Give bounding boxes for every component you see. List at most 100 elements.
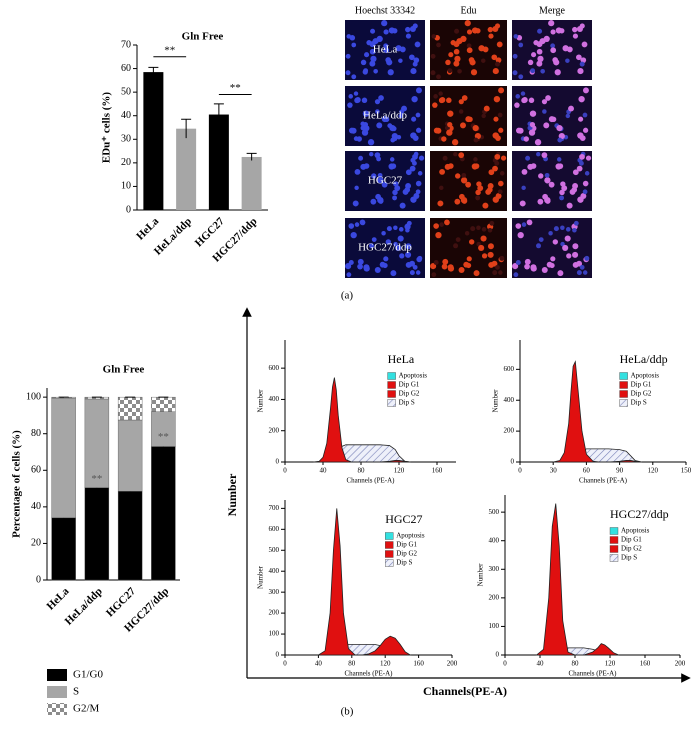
- cell: [412, 135, 419, 142]
- cell: [488, 169, 495, 176]
- y-tick-label: 20: [121, 157, 131, 168]
- cell: [370, 28, 376, 34]
- cell: [468, 239, 475, 245]
- legend-label: Apoptosis: [396, 532, 425, 540]
- cell: [499, 255, 505, 261]
- legend-label: G2/M: [73, 703, 100, 715]
- x-tick-label: 80: [348, 660, 356, 668]
- x-tick-label: 150: [681, 467, 692, 475]
- bar-segment: [117, 491, 143, 581]
- y-tick-label: 0: [511, 458, 515, 466]
- cell: [493, 95, 501, 103]
- cell: [459, 193, 465, 200]
- cell: [550, 29, 556, 35]
- cell: [498, 180, 504, 187]
- cell: [465, 181, 472, 188]
- legend-label: Dip S: [396, 559, 412, 567]
- cell: [572, 243, 579, 250]
- cell: [430, 70, 436, 76]
- y-tick-label: 500: [489, 508, 500, 516]
- cell: [541, 99, 548, 105]
- cell: [401, 105, 407, 112]
- bar-segment: [117, 396, 143, 421]
- cell: [442, 155, 448, 161]
- cell: [371, 173, 377, 179]
- y-tick-label: 0: [36, 574, 41, 585]
- y-tick-label: 50: [121, 86, 131, 97]
- x-tick-label: 200: [447, 660, 458, 668]
- cell: [370, 198, 377, 205]
- significance-label: **: [158, 431, 169, 443]
- cell: [482, 202, 489, 209]
- cell: [577, 68, 584, 75]
- cell: [498, 270, 503, 275]
- cell: [477, 185, 484, 192]
- y-tick-label: 300: [489, 565, 500, 573]
- cell: [391, 132, 398, 140]
- cell: [394, 185, 401, 192]
- error-bar: [148, 66, 159, 77]
- x-tick-label: 90: [616, 467, 624, 475]
- y-axis-label: Number: [257, 389, 265, 413]
- cell: [581, 41, 588, 48]
- cell: [557, 163, 564, 169]
- cell: [392, 195, 398, 201]
- cell: [354, 168, 361, 175]
- cell: [565, 58, 570, 63]
- chart-title: HGC27: [385, 512, 422, 526]
- cell: [399, 46, 406, 53]
- cell: [360, 59, 367, 66]
- cell: [363, 163, 370, 169]
- y-tick-label: 200: [269, 426, 280, 434]
- cell: [582, 180, 589, 187]
- cell: [458, 267, 465, 274]
- cell: [579, 264, 585, 270]
- cell: [548, 181, 555, 188]
- cell: [431, 34, 437, 39]
- cell: [536, 152, 541, 157]
- cell: [445, 59, 451, 66]
- cell: [378, 198, 384, 204]
- cell: [430, 263, 437, 270]
- cell: [550, 43, 556, 49]
- cell: [572, 261, 579, 268]
- bar: [176, 128, 197, 210]
- legend-swatch: [619, 390, 628, 398]
- cell: [381, 20, 388, 27]
- cell: [431, 272, 437, 278]
- cell: [402, 189, 409, 195]
- cell: [362, 121, 369, 128]
- significance-label: **: [164, 44, 175, 56]
- legend-swatch: [609, 554, 619, 562]
- cell: [409, 165, 416, 172]
- cell: [582, 189, 588, 195]
- cell: [405, 33, 412, 39]
- cell: [536, 243, 542, 249]
- cell: [579, 61, 585, 67]
- cell: [577, 196, 584, 203]
- legend-label: Dip S: [631, 399, 647, 407]
- column-header: Edu: [460, 5, 476, 16]
- cell: [492, 25, 499, 33]
- y-tick-label: 70: [121, 39, 131, 50]
- cell: [405, 169, 412, 176]
- cell: [410, 196, 417, 203]
- y-tick-label: 200: [504, 427, 515, 435]
- cell: [430, 53, 436, 59]
- bar: [208, 114, 229, 210]
- legend-swatch: [387, 372, 396, 380]
- cell: [537, 198, 544, 205]
- y-tick-label: 700: [269, 504, 280, 512]
- bar-segment: [84, 398, 110, 488]
- cell: [566, 253, 572, 259]
- microscopy-grid: Hoechst 33342 Edu Merge HeLa HeLa/ddp HGC27 HG…: [345, 5, 592, 278]
- cell: [436, 74, 441, 80]
- cell: [584, 171, 590, 176]
- legend-label: Dip G1: [399, 381, 420, 389]
- cell: [405, 26, 411, 33]
- y-tick-label: 40: [31, 501, 41, 512]
- cell: [406, 220, 412, 226]
- x-tick-label: 80: [572, 660, 580, 668]
- cell: [470, 69, 478, 76]
- cell: [576, 25, 583, 33]
